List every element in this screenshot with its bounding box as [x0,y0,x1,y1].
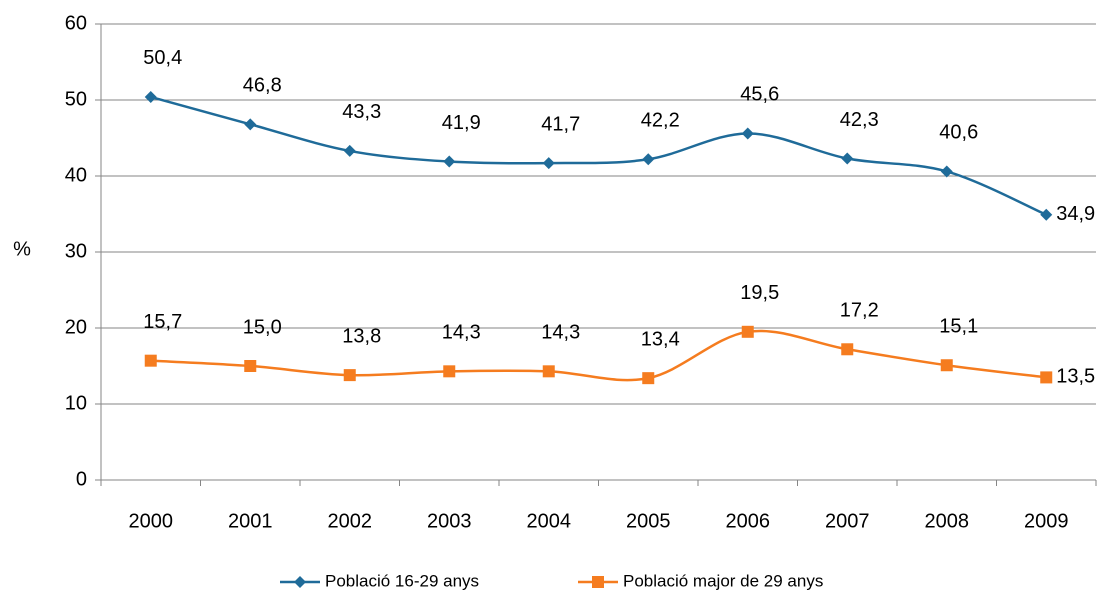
data-label: 13,4 [641,328,680,350]
marker [144,90,157,103]
data-label: 14,3 [541,322,580,344]
data-label: 41,7 [541,113,580,135]
data-label: 42,2 [641,110,680,132]
data-label: 13,8 [342,325,381,347]
data-label: 15,7 [143,311,182,333]
y-tick-label: 30 [65,240,87,262]
marker [1040,371,1053,384]
data-label: 34,9 [1056,203,1095,225]
legend-label: Població 16-29 anys [325,571,479,590]
marker [642,372,655,385]
marker [642,153,655,166]
data-label: 45,6 [740,84,779,106]
x-tick-label: 2004 [527,510,572,532]
legend-label: Població major de 29 anys [623,571,823,590]
data-label: 40,6 [939,122,978,144]
y-tick-label: 40 [65,164,87,186]
marker [940,165,953,178]
marker [1040,208,1053,221]
y-tick-label: 50 [65,88,87,110]
marker [443,365,456,378]
data-label: 42,3 [840,109,879,131]
x-tick-label: 2009 [1024,510,1069,532]
data-label: 50,4 [143,47,182,69]
y-tick-label: 10 [65,392,87,414]
legend-marker [592,576,604,588]
x-tick-label: 2006 [726,510,771,532]
marker [542,365,555,378]
data-label: 19,5 [740,282,779,304]
y-tick-label: 60 [65,12,87,34]
marker [244,360,257,372]
series-line [150,329,1047,382]
x-tick-label: 2001 [228,510,273,532]
x-tick-label: 2008 [925,510,970,532]
data-label: 46,8 [243,75,282,97]
marker [244,118,257,131]
y-tick-label: 0 [76,468,87,490]
marker [144,354,157,367]
data-label: 13,5 [1056,366,1095,388]
data-label: 17,2 [840,300,879,322]
data-label: 15,1 [939,316,978,338]
series-line [150,95,1047,216]
y-tick-label: 20 [65,316,87,338]
legend-marker [294,576,306,588]
x-tick-label: 2000 [129,510,174,532]
data-label: 43,3 [342,101,381,123]
x-tick-label: 2007 [825,510,870,532]
marker [542,157,555,170]
data-label: 14,3 [442,322,481,344]
x-tick-label: 2003 [427,510,472,532]
marker [343,144,356,157]
marker [443,155,456,168]
marker [841,152,854,165]
marker [343,369,356,382]
marker [741,325,754,338]
x-tick-label: 2005 [626,510,671,532]
x-tick-label: 2002 [328,510,373,532]
marker [841,343,854,356]
data-label: 41,9 [442,112,481,134]
marker [940,359,953,372]
data-label: 15,0 [243,316,282,338]
marker [741,127,754,140]
y-axis-label: % [13,238,31,260]
